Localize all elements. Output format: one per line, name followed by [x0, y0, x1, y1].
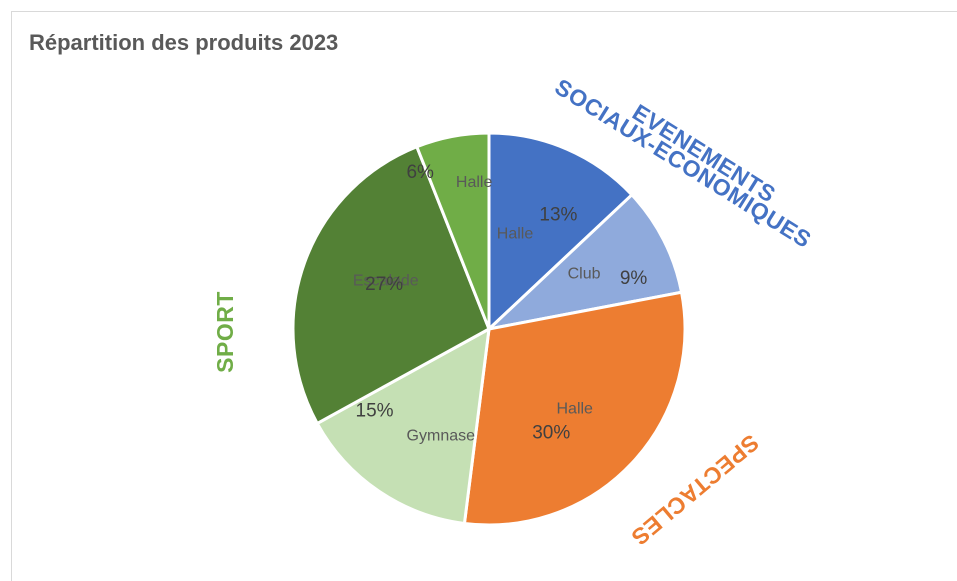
pie-slices	[291, 131, 687, 527]
pie-slice-2	[462, 290, 687, 527]
pie-slice-0	[487, 131, 634, 333]
slice-category-label-5: Halle	[456, 174, 493, 191]
slice-percent-label-2: 30%	[532, 422, 570, 443]
pie-slice-3	[315, 326, 491, 526]
pie-slice-4	[291, 144, 491, 426]
slice-percent-label-5: 6%	[406, 162, 434, 183]
chart-title: Répartition des produits 2023	[29, 30, 339, 55]
slice-category-label-3: Gymnase	[407, 427, 476, 444]
slice-percent-label-4: 27%	[365, 274, 403, 295]
pie-slice-5	[414, 131, 491, 330]
slice-percent-label-3: 15%	[356, 401, 394, 422]
slice-category-label-0: Halle	[497, 226, 534, 243]
group-label-sport: SPORT	[212, 291, 238, 373]
pie-slice-1	[484, 192, 684, 332]
slice-category-label-2: Halle	[556, 401, 593, 418]
slice-percent-label-1: 9%	[620, 268, 648, 289]
pie-labels: Halle 13% Club 9% Halle 30% Gymnase 15% Escalade…	[353, 162, 647, 445]
slice-percent-label-0: 13%	[539, 204, 577, 225]
slice-category-label-4: Escalade	[353, 273, 419, 290]
slice-category-label-1: Club	[568, 265, 601, 282]
